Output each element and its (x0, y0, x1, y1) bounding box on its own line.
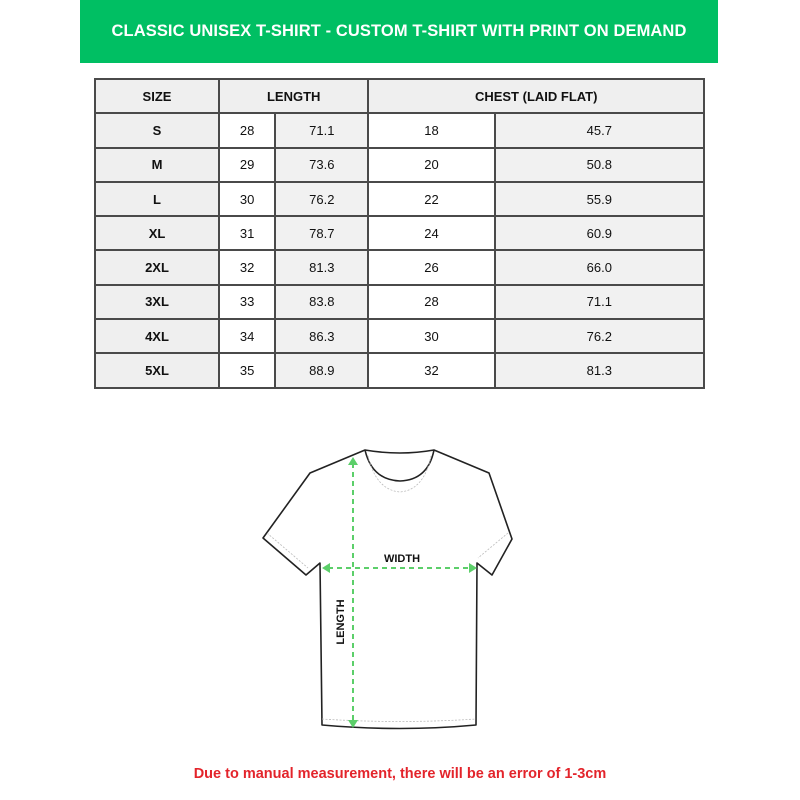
measurement-note: Due to manual measurement, there will be… (193, 766, 607, 782)
arrow-right-icon (469, 563, 477, 573)
length-label: LENGTH (335, 599, 347, 644)
cell-size: 4XL (94, 318, 220, 355)
cell-size: M (94, 146, 220, 183)
cell-size: XL (94, 215, 220, 252)
cell-chest-cm: 81.3 (493, 352, 706, 389)
header-size: SIZE (94, 77, 220, 115)
cell-length-cm: 76.2 (274, 180, 370, 218)
header-chest: CHEST (LAID FLAT) (367, 77, 705, 115)
cell-length-cm: 88.9 (274, 352, 370, 389)
size-chart-table: SIZE LENGTH CHEST (LAID FLAT) S 28 71.1 18 4… (94, 77, 706, 389)
cell-chest-cm: 71.1 (493, 283, 706, 321)
table-row: 4XL 34 86.3 30 76.2 (94, 318, 706, 355)
cell-length-cm: 83.8 (274, 283, 370, 321)
cell-chest-cm: 55.9 (493, 180, 706, 218)
cell-chest-in: 24 (367, 215, 496, 252)
cell-size: 3XL (94, 283, 220, 321)
cell-chest-in: 20 (367, 146, 496, 183)
table-row: 5XL 35 88.9 32 81.3 (94, 352, 706, 389)
width-label: WIDTH (384, 553, 420, 565)
arrow-heads (322, 457, 477, 728)
cell-chest-cm: 66.0 (493, 249, 706, 286)
cell-length-in: 32 (217, 249, 277, 286)
cell-chest-cm: 45.7 (493, 112, 706, 149)
cell-length-in: 34 (217, 318, 277, 355)
table-row: M 29 73.6 20 50.8 (94, 146, 706, 183)
cell-length-cm: 71.1 (274, 112, 370, 149)
cell-length-in: 28 (217, 112, 277, 149)
cell-chest-in: 28 (367, 283, 496, 321)
cell-chest-in: 32 (367, 352, 496, 389)
tshirt-outline (262, 449, 513, 730)
cell-length-cm: 78.7 (274, 215, 370, 252)
arrow-left-icon (322, 563, 330, 573)
measure-arrows (328, 463, 471, 722)
cell-size: 2XL (94, 249, 220, 286)
cell-size: L (94, 180, 220, 218)
table-row: 3XL 33 83.8 28 71.1 (94, 283, 706, 321)
cell-chest-in: 18 (367, 112, 496, 149)
cell-length-cm: 73.6 (274, 146, 370, 183)
table-header-row: SIZE LENGTH CHEST (LAID FLAT) (94, 77, 705, 115)
table-row: XL 31 78.7 24 60.9 (94, 215, 706, 252)
arrow-up-icon (348, 457, 358, 465)
table-row: 2XL 32 81.3 26 66.0 (94, 249, 706, 286)
table-row: L 30 76.2 22 55.9 (94, 180, 706, 218)
header-length: LENGTH (217, 77, 370, 115)
cell-length-cm: 86.3 (274, 318, 370, 355)
cell-length-in: 35 (217, 352, 277, 389)
cell-size: 5XL (94, 352, 220, 389)
cell-chest-cm: 60.9 (493, 215, 706, 252)
cell-length-in: 31 (217, 215, 277, 252)
cell-length-in: 29 (217, 146, 277, 183)
cell-length-in: 33 (217, 283, 277, 321)
cell-chest-in: 22 (367, 180, 496, 218)
cell-length-in: 30 (217, 180, 277, 218)
cell-length-cm: 81.3 (274, 249, 370, 286)
cell-chest-in: 26 (367, 249, 496, 286)
table-row: S 28 71.1 18 45.7 (94, 112, 706, 149)
cell-chest-in: 30 (367, 318, 496, 355)
arrow-down-icon (348, 720, 358, 728)
cell-size: S (94, 112, 220, 149)
title-banner: CLASSIC UNISEX T-SHIRT - CUSTOM T-SHIRT … (80, 0, 718, 63)
cell-chest-cm: 76.2 (493, 318, 706, 355)
cell-chest-cm: 50.8 (493, 146, 706, 183)
